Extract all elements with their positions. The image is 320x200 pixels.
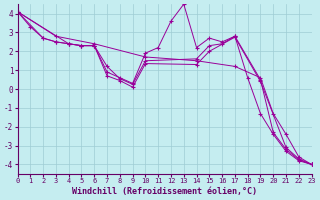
X-axis label: Windchill (Refroidissement éolien,°C): Windchill (Refroidissement éolien,°C) — [72, 187, 257, 196]
